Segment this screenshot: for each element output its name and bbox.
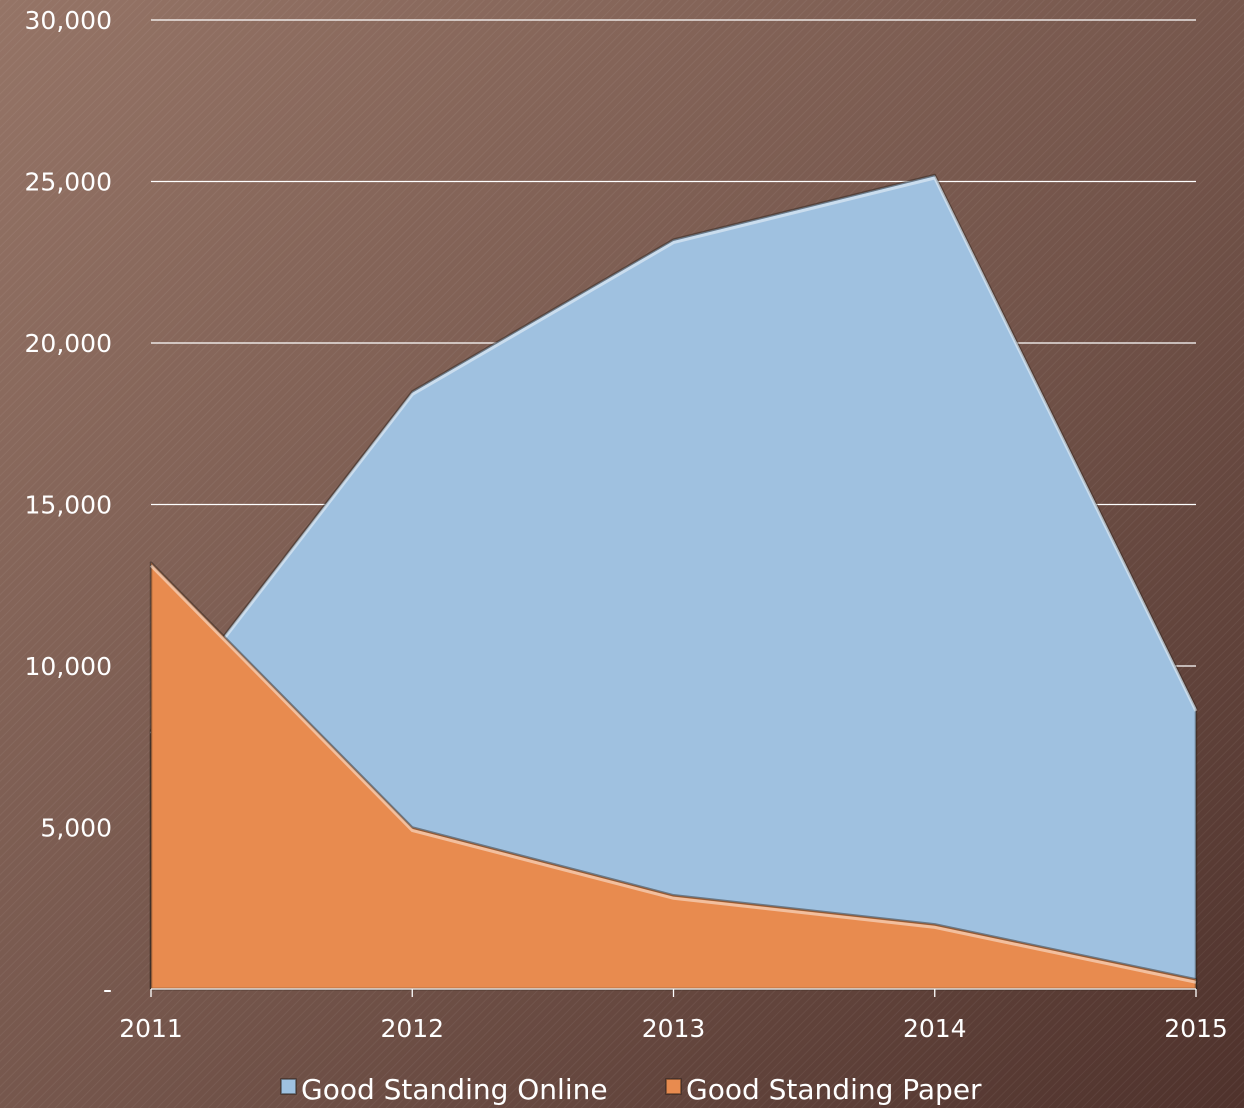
legend-swatch-good-standing-online [280,1078,297,1095]
x-tick-label: 2012 [380,1014,444,1043]
x-tick-label: 2015 [1164,1014,1228,1043]
y-tick-label: 5,000 [40,814,112,843]
y-axis-ticks: - 5,000 10,000 15,000 20,000 25,000 30,000 [25,6,112,1004]
legend-swatch-good-standing-paper [665,1078,682,1095]
area-good-standing-paper [149,561,1198,991]
x-tick-label: 2014 [903,1014,967,1043]
x-tick-label: 2013 [642,1014,706,1043]
y-tick-label: - [103,975,112,1004]
y-tick-label: 20,000 [25,329,112,358]
y-tick-label: 25,000 [25,168,112,197]
legend-label-good-standing-paper: Good Standing Paper [686,1073,982,1106]
series-areas [149,173,1198,991]
axes [150,988,1197,997]
legend: Good Standing Online Good Standing Paper [280,1073,982,1106]
area-edge-good-standing-online [149,176,1198,735]
y-tick-label: 15,000 [25,491,112,520]
area-edge-good-standing-paper [149,564,1197,984]
y-tick-label: 10,000 [25,652,112,681]
x-tick-label: 2011 [119,1014,183,1043]
x-axis-ticks: 2011 2012 2013 2014 2015 [119,1014,1228,1043]
y-tick-label: 30,000 [25,6,112,35]
legend-label-good-standing-online: Good Standing Online [301,1073,608,1106]
